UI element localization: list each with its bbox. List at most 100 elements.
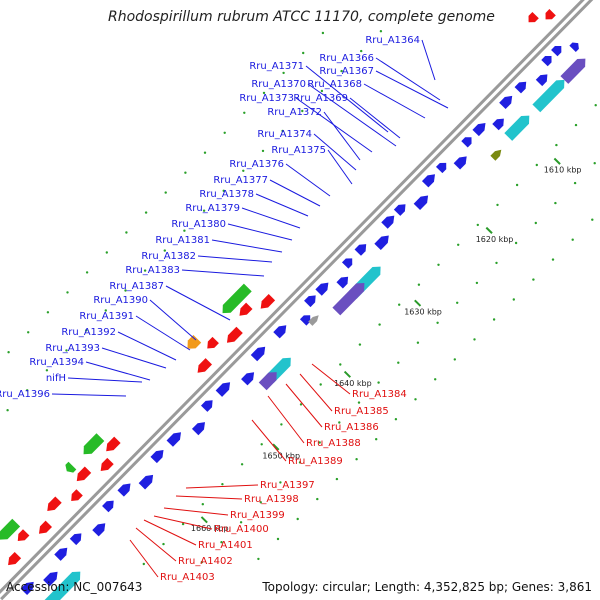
blue-gene-arrow [43,571,58,587]
leader-line [101,347,167,369]
leader-line [143,519,197,546]
red-gene-arrow [17,529,30,541]
leader-line [129,539,159,578]
colored-gene-block [41,571,81,600]
background-dot [475,281,479,285]
background-dot [379,30,383,33]
gray-gene-block [308,315,319,326]
blue-gene-arrow [374,235,389,251]
background-dot [535,163,538,167]
background-dot [496,203,499,207]
gene-arrow-shape [528,11,539,23]
leader-line [181,269,265,277]
background-dot [398,303,401,306]
blue-gene-arrow [499,95,513,110]
blue-gene-arrow [569,42,579,52]
colored-gene-block [560,58,586,84]
background-dot [594,104,597,107]
background-dot [318,441,321,444]
background-dot [416,341,420,344]
background-dot [104,309,108,312]
background-dot [200,561,203,564]
gene-arrow-shape [336,276,349,289]
gene-arrow-shape [138,474,154,490]
kbp-tick [414,299,422,307]
gene-arrow-shape [17,529,30,541]
background-dot [240,463,244,466]
background-dot [124,289,127,292]
background-dot [85,329,88,332]
background-dot [377,381,380,384]
gene-label: Rru_A1375 [271,145,326,156]
blue-gene-arrow [304,295,316,308]
background-dot [397,361,400,364]
leader-line [251,419,287,462]
gene-arrow-shape [76,466,92,482]
colored-gene-block [222,283,252,314]
gene-label: Rru_A1391 [79,311,134,322]
gene-label: Rru_A1382 [141,251,196,262]
red-gene-arrow [100,457,114,471]
background-dot [223,131,226,134]
gene-arrow-shape [453,156,467,170]
background-dot [375,438,378,441]
gene-arrow-shape [239,302,253,316]
leader-line [421,39,436,81]
gene-arrow-shape [499,95,513,110]
red-gene-arrow [239,302,253,316]
background-dot [302,51,305,55]
gene-arrow-shape [421,174,435,188]
blue-gene-arrow [150,450,164,464]
blue-gene-arrow [492,118,504,131]
gene-arrow-shape [8,551,22,566]
gene-arrow-shape [535,74,548,87]
background-dot [222,189,225,192]
background-dot [183,229,186,232]
background-dot [434,378,437,381]
background-dot [437,263,440,266]
gene-label: Rru_A1394 [29,357,84,368]
gene-arrow-shape [258,372,277,391]
leader-line [255,193,309,217]
background-dot [202,209,206,212]
blue-gene-arrow [166,432,181,447]
kbp-label: 1630 kbp [404,308,442,317]
gene-arrow-shape [393,204,406,216]
background-dot [554,201,557,205]
leader-line [349,97,401,139]
background-dot [262,91,266,95]
gene-labels: Rru_A1364Rru_A1366Rru_A1367Rru_A1368Rru_… [0,35,420,583]
leader-line [67,377,143,383]
background-dot [45,369,49,372]
background-dot [551,258,555,261]
background-dot [85,271,89,274]
red-gene-arrow [71,489,83,501]
colored-gene-block [258,372,277,391]
background-dot [260,443,263,446]
blue-gene-arrow [435,162,447,174]
background-dot [125,231,128,234]
red-gene-arrow [38,520,53,534]
gene-label: Rru_A1403 [160,572,215,583]
gene-label: Rru_A1390 [93,295,148,306]
background-dot [299,403,303,406]
gene-arrow-shape [304,295,316,308]
gene-label: Rru_A1369 [293,93,348,104]
gene-arrow-shape [273,325,287,339]
gene-arrow-shape [504,115,530,141]
red-gene-arrow [545,9,556,20]
background-dot [221,483,224,486]
gene-features [0,9,586,600]
background-dot [26,389,29,392]
gene-arrow-shape [47,496,62,512]
kbp-label: 1640 kbp [334,379,372,388]
leader-line [313,133,357,171]
red-gene-arrow [106,436,121,452]
background-dot [162,542,165,546]
background-dot [66,291,69,294]
gene-arrow-shape [200,400,213,412]
blue-gene-arrow [191,422,205,436]
background-dot [319,383,322,386]
background-dot [7,351,10,354]
